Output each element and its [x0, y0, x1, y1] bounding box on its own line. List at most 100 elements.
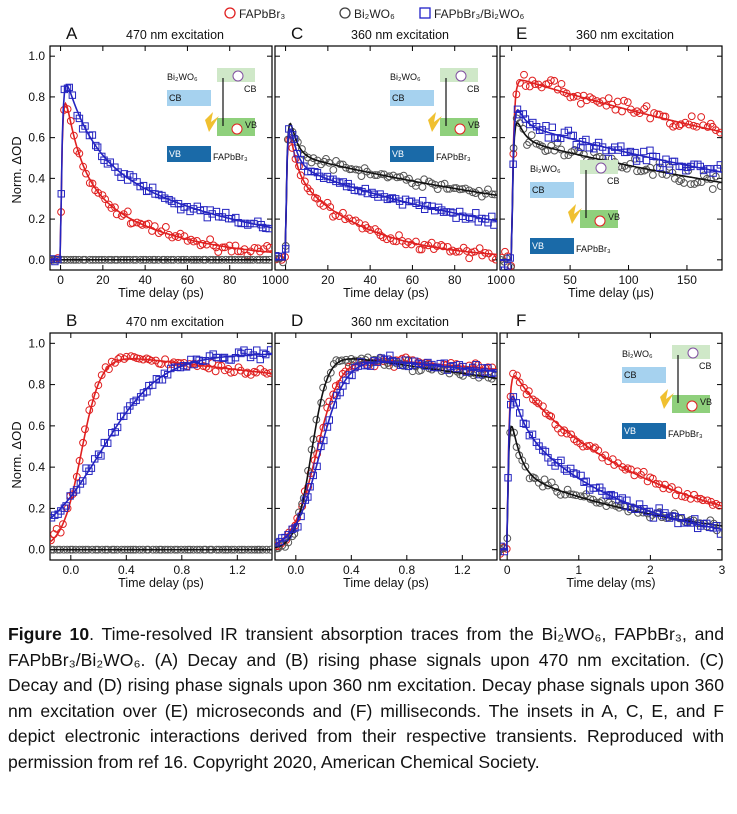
data-point — [284, 531, 292, 539]
data-point — [326, 203, 335, 211]
fit-line — [50, 353, 272, 520]
data-point — [388, 357, 397, 365]
y-tick-label: 0.4 — [28, 171, 45, 185]
series-bi2wo6 — [500, 425, 722, 554]
y-tick-label: 0.8 — [28, 378, 45, 392]
data-point — [323, 375, 332, 383]
data-point — [490, 371, 497, 380]
data-point — [661, 112, 670, 121]
legend-marker-fapbbr3 — [224, 7, 236, 19]
data-point — [642, 102, 651, 111]
panel-frame — [49, 332, 273, 561]
series-bi2wo6 — [275, 122, 497, 267]
caption-text: . Time-resolved IR transient absorption … — [8, 624, 724, 772]
legend-marker-composite — [419, 7, 431, 19]
inset-material-label: Bi₂WO₆ — [622, 349, 653, 359]
y-tick-label: 0.2 — [28, 501, 45, 515]
inset-material-label: Bi₂WO₆ — [530, 164, 561, 174]
y-tick-label: 0.6 — [28, 419, 45, 433]
inset-C: Bi₂WO₆ CB VB CB VB FAPbBr₃ — [390, 68, 480, 162]
data-point — [475, 244, 484, 253]
plot-area — [275, 122, 497, 267]
data-point — [605, 491, 614, 500]
data-point — [408, 179, 416, 188]
data-point — [214, 361, 223, 370]
data-point — [412, 237, 420, 246]
data-point — [516, 78, 524, 87]
data-point — [87, 464, 96, 472]
data-point — [566, 490, 575, 499]
fit-line — [50, 101, 272, 261]
panel-frame — [274, 45, 498, 271]
data-point — [646, 146, 654, 154]
data-point — [693, 494, 702, 503]
data-point — [642, 156, 651, 165]
inset-cb-label: CB — [169, 93, 182, 103]
panel-title: 360 nm excitation — [576, 28, 674, 42]
data-point — [665, 485, 674, 493]
data-point — [439, 242, 447, 251]
inset-cb-label: CB — [532, 185, 545, 195]
fit-line — [275, 357, 497, 549]
legend-label-composite: FAPbBr₃/Bi₂WO₆ — [434, 7, 525, 21]
data-point — [527, 131, 536, 140]
x-axis-label: Time delay (ps) — [118, 286, 204, 300]
data-point — [621, 465, 630, 474]
vb-band-blue — [390, 146, 434, 162]
data-point — [550, 76, 559, 85]
x-axis-label: Time delay (μs) — [568, 286, 654, 300]
data-point — [265, 243, 272, 252]
fit-line — [500, 79, 722, 261]
data-point — [617, 142, 625, 150]
data-point — [326, 368, 335, 377]
inset-cb2-label: CB — [244, 84, 257, 94]
cb-band-blue — [390, 90, 434, 106]
data-point — [648, 171, 657, 179]
x-tick-label: 60 — [181, 273, 195, 287]
y-tick-label: 1.0 — [28, 336, 45, 350]
inset-cb2-label: CB — [699, 361, 712, 371]
data-point — [336, 160, 345, 169]
data-point — [136, 219, 145, 228]
data-point — [500, 547, 509, 556]
data-point — [214, 248, 223, 256]
data-point — [546, 76, 555, 84]
panel-letter: E — [516, 24, 527, 43]
data-point — [562, 467, 571, 475]
inset-lower-label: FAPbBr₃ — [576, 244, 611, 254]
data-point — [436, 359, 444, 368]
panel-title: 360 nm excitation — [351, 28, 449, 42]
data-point — [639, 467, 648, 476]
data-point — [491, 255, 497, 264]
data-point — [72, 486, 81, 494]
data-point — [461, 184, 470, 193]
data-point — [329, 212, 337, 221]
x-tick-label: 0 — [282, 273, 289, 287]
data-point — [554, 459, 563, 467]
y-tick-label: 1.0 — [28, 49, 45, 63]
data-point — [597, 497, 606, 506]
data-point — [265, 224, 272, 233]
data-point — [576, 99, 585, 108]
data-point — [133, 218, 141, 227]
data-point — [63, 84, 72, 92]
data-point — [716, 182, 722, 190]
series-bi2wo6 — [275, 353, 497, 553]
data-point — [123, 406, 132, 414]
plot-area — [50, 83, 272, 266]
data-point — [212, 243, 221, 252]
data-point — [535, 442, 543, 450]
plot-area — [500, 369, 722, 558]
data-point — [106, 158, 114, 166]
y-tick-label: 0.0 — [28, 253, 45, 267]
lightning-icon — [568, 204, 582, 224]
data-point — [626, 147, 635, 156]
data-point — [472, 209, 480, 217]
data-point — [203, 213, 211, 222]
x-tick-label: 20 — [96, 273, 110, 287]
series-fapbbr3 — [50, 352, 272, 545]
data-point — [708, 185, 717, 193]
panel-frame — [49, 45, 273, 271]
data-point — [119, 210, 128, 219]
x-tick-label: 20 — [321, 273, 335, 287]
